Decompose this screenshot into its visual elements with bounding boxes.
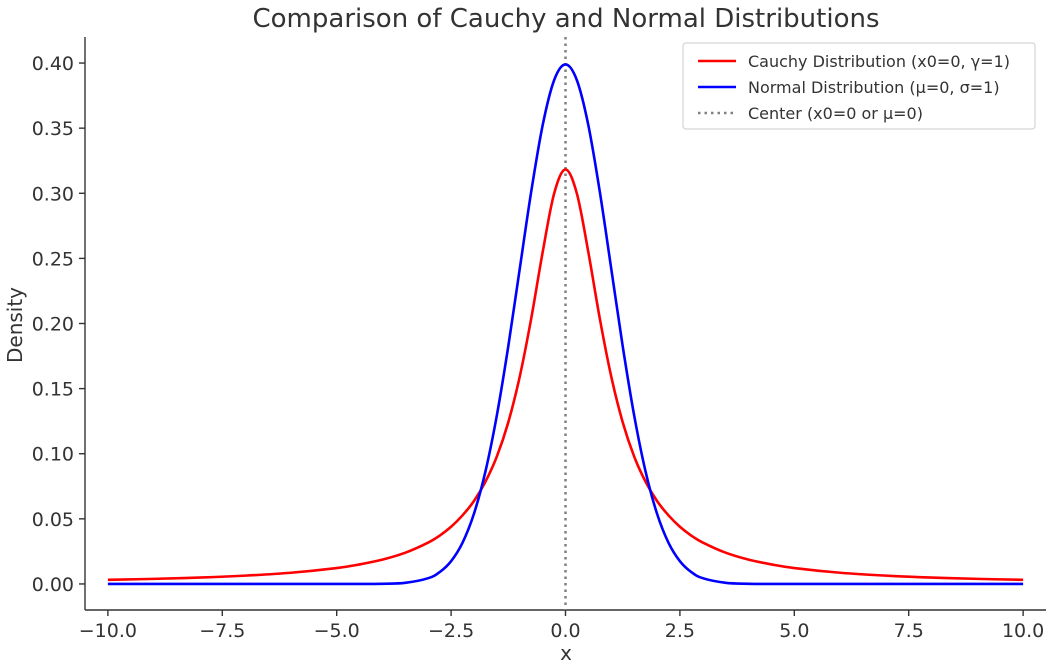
x-tick-label: 10.0	[1002, 620, 1044, 642]
legend-label-normal: Normal Distribution (μ=0, σ=1)	[748, 78, 1000, 97]
y-axis-label: Density	[3, 287, 27, 363]
y-tick-label: 0.10	[32, 444, 74, 466]
plot-area	[84, 37, 1046, 611]
y-tick-label: 0.40	[32, 53, 74, 75]
y-tick-label: 0.25	[32, 248, 74, 270]
normal-curve	[107, 63, 1024, 586]
x-tick-label: −2.5	[428, 620, 474, 642]
legend-label-center: Center (x0=0 or μ=0)	[748, 104, 923, 123]
x-tick-label: −7.5	[199, 620, 245, 642]
legend: Cauchy Distribution (x0=0, γ=1) Normal D…	[682, 42, 1036, 130]
y-tick-label: 0.05	[32, 509, 74, 531]
x-ticks: −10.0 −7.5 −5.0 −2.5 0.0 2.5 5.0 7.5 10.0	[79, 610, 1044, 642]
y-tick-label: 0.30	[32, 183, 74, 205]
x-axis-label: x	[560, 641, 572, 665]
chart-title: Comparison of Cauchy and Normal Distribu…	[253, 4, 880, 34]
x-tick-label: 7.5	[894, 620, 924, 642]
y-tick-label: 0.00	[32, 574, 74, 596]
y-tick-label: 0.15	[32, 379, 74, 401]
x-tick-label: 0.0	[550, 620, 580, 642]
x-tick-label: −5.0	[314, 620, 360, 642]
series-layer	[107, 63, 1024, 586]
y-tick-label: 0.20	[32, 314, 74, 336]
x-tick-label: 5.0	[779, 620, 809, 642]
x-tick-label: 2.5	[665, 620, 695, 642]
legend-label-cauchy: Cauchy Distribution (x0=0, γ=1)	[748, 52, 1010, 71]
y-tick-label: 0.35	[32, 118, 74, 140]
cauchy-curve	[107, 168, 1024, 582]
x-tick-label: −10.0	[79, 620, 137, 642]
y-ticks: 0.00 0.05 0.10 0.15 0.20 0.25 0.30 0.35 0.40	[32, 53, 85, 596]
legend-box	[682, 42, 1036, 130]
